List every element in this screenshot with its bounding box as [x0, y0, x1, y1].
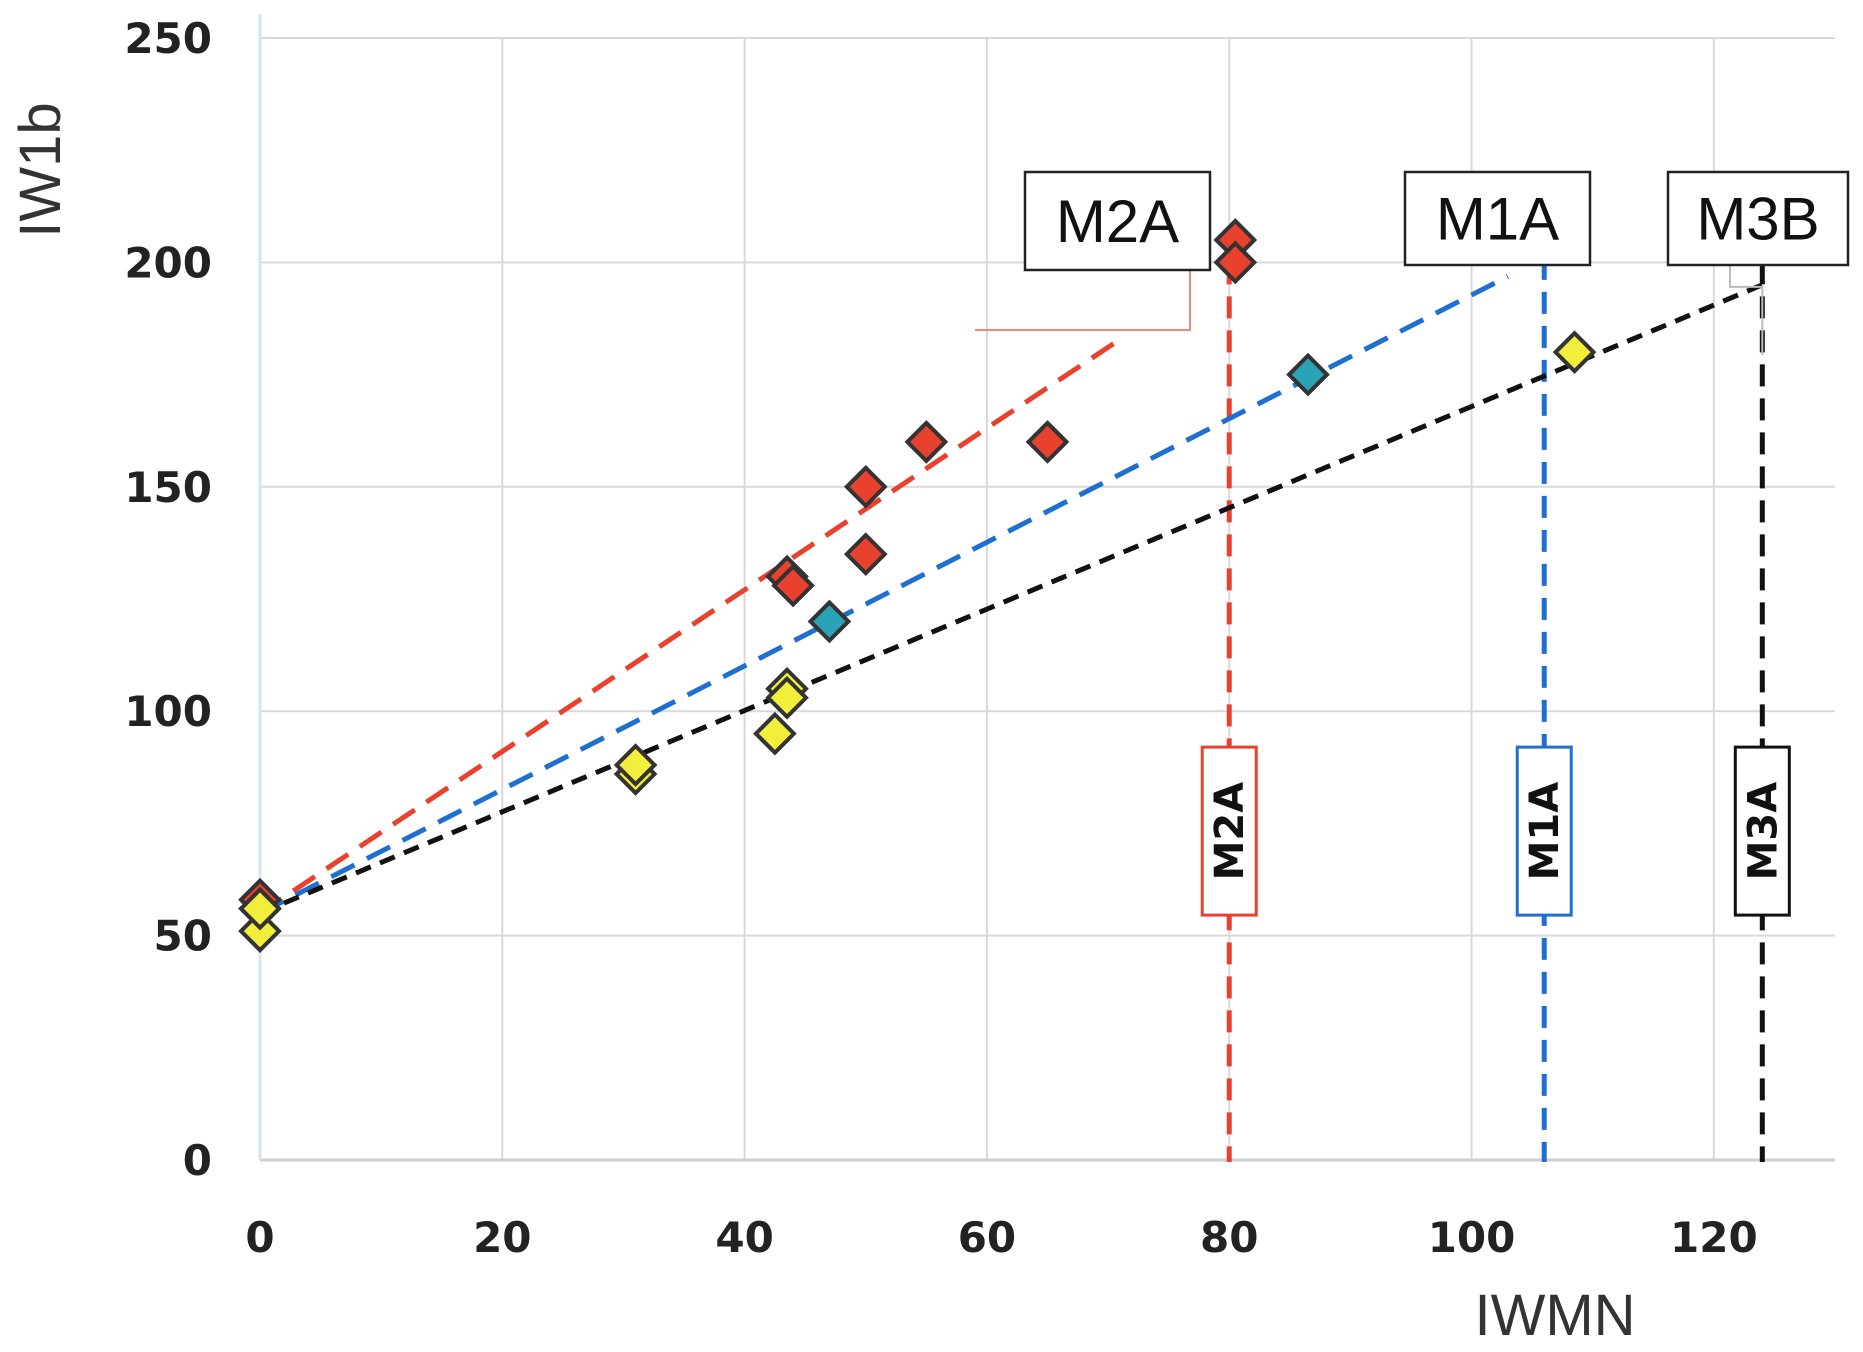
data-point	[613, 743, 658, 787]
data-point	[1025, 420, 1070, 464]
x-tick-label: 0	[245, 1213, 274, 1262]
x-tick-label: 40	[715, 1213, 773, 1262]
annotation-label: M2A	[1056, 188, 1179, 255]
data-point	[238, 886, 282, 931]
marker-label-box	[1515, 745, 1573, 917]
y-tick-label: 200	[124, 238, 212, 287]
data-point	[807, 599, 852, 644]
y-tick-label: 50	[154, 912, 212, 961]
data-point	[238, 909, 282, 953]
x-tick-label: 20	[473, 1213, 531, 1262]
annotation-label: M1A	[1436, 186, 1559, 253]
marker-label-box	[1733, 745, 1791, 917]
data-point	[1213, 240, 1258, 285]
data-point	[843, 464, 888, 509]
y-tick-label: 0	[183, 1136, 212, 1185]
marker-label-box	[1200, 745, 1258, 917]
x-tick-label: 80	[1200, 1213, 1258, 1262]
data-point	[771, 563, 815, 608]
data-points	[238, 218, 1597, 953]
data-point	[765, 675, 809, 720]
x-axis-title: IWMN	[1474, 1283, 1635, 1348]
y-tick-label: 150	[124, 463, 212, 512]
y-axis-title: IW1b	[8, 102, 73, 237]
x-tick-label: 100	[1428, 1213, 1516, 1262]
vertical-marker-lines	[1226, 257, 1765, 1162]
axes: 0 50 100 150 200 250 0 20 40 60 80 100 120	[124, 14, 1835, 1262]
annotation-box	[1023, 170, 1212, 272]
data-point	[1552, 330, 1597, 374]
annotation-leader	[1729, 265, 1764, 355]
annotation-labels: M2A M1A M3A M2A M1A M3B	[975, 170, 1850, 917]
annotation-label: M3B	[1696, 186, 1819, 253]
data-point	[904, 420, 949, 464]
marker-label: M3A	[1740, 782, 1786, 881]
annotation-box	[1403, 170, 1592, 267]
data-point	[753, 711, 797, 756]
trend-line	[259, 282, 1764, 916]
y-tick-label: 100	[124, 687, 212, 736]
marker-label: M1A	[1522, 782, 1568, 881]
annotation-box	[1666, 170, 1850, 267]
data-point	[1286, 352, 1330, 397]
marker-label: M2A	[1207, 782, 1253, 881]
annotation-leader	[975, 270, 1191, 331]
x-tick-label: 120	[1670, 1213, 1758, 1262]
x-tick-label: 60	[958, 1213, 1016, 1262]
data-point	[843, 532, 888, 576]
y-tick-label: 250	[124, 14, 212, 63]
trend-line	[258, 337, 1122, 916]
